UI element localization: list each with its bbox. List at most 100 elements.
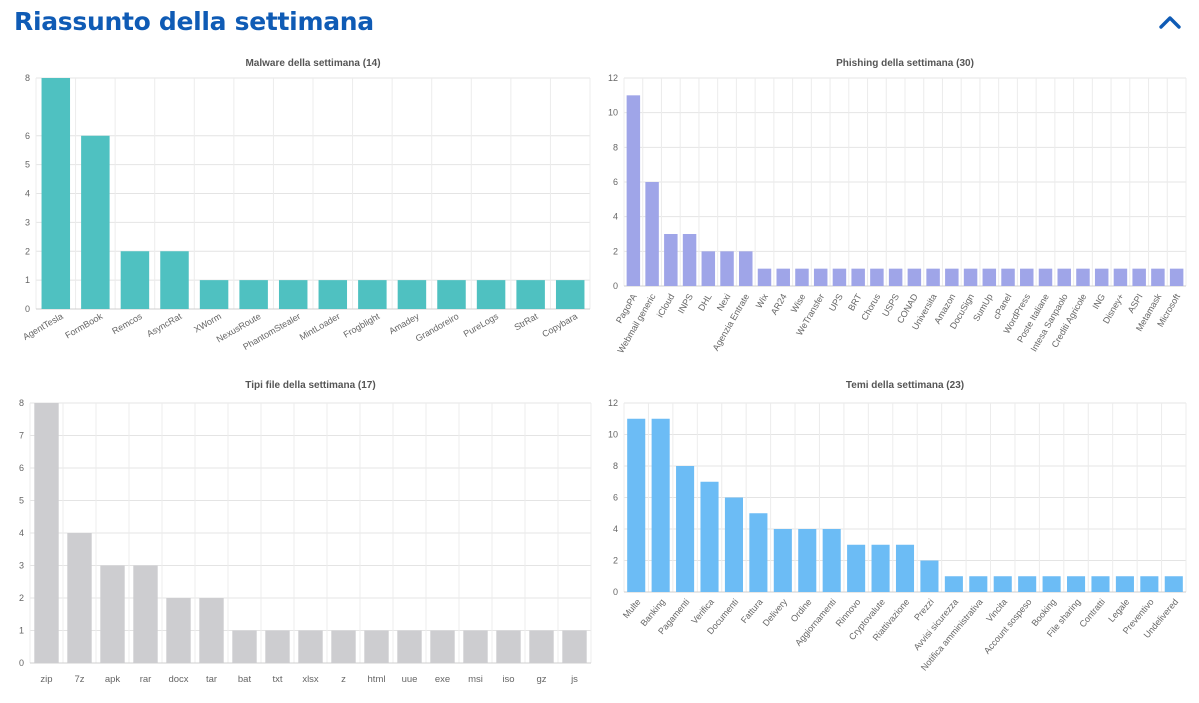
bar-filetype[interactable] <box>298 630 323 664</box>
bar-filetype[interactable] <box>463 630 488 664</box>
bar-filetype[interactable] <box>67 533 92 663</box>
bar-theme[interactable] <box>798 529 817 592</box>
x-tick-label: XWorm <box>192 311 223 335</box>
y-tick-label: 8 <box>25 73 30 83</box>
bar-filetype[interactable] <box>133 565 158 664</box>
bar-phishing[interactable] <box>1094 268 1109 286</box>
bar-theme[interactable] <box>895 544 915 592</box>
bar-phishing[interactable] <box>757 268 772 286</box>
bar-theme[interactable] <box>627 418 646 592</box>
bar-malware[interactable] <box>397 280 427 309</box>
bar-malware[interactable] <box>239 280 268 309</box>
bar-theme[interactable] <box>1091 576 1110 592</box>
bar-phishing[interactable] <box>1076 268 1090 286</box>
bar-filetype[interactable] <box>100 565 125 664</box>
bar-phishing[interactable] <box>1001 268 1015 286</box>
bar-phishing[interactable] <box>776 268 790 286</box>
bar-phishing[interactable] <box>945 268 959 286</box>
bar-theme[interactable] <box>822 529 841 592</box>
bar-theme[interactable] <box>1018 576 1037 592</box>
bar-phishing[interactable] <box>795 268 809 286</box>
bar-phishing[interactable] <box>907 268 922 286</box>
x-tick-label: 7z <box>74 674 84 685</box>
bar-theme[interactable] <box>1140 576 1159 592</box>
bar-filetype[interactable] <box>364 630 389 664</box>
bar-theme[interactable] <box>1115 576 1134 592</box>
y-tick-label: 4 <box>25 189 30 199</box>
bar-filetype[interactable] <box>397 630 422 664</box>
page-title: Riassunto della settimana <box>14 7 374 36</box>
bar-theme[interactable] <box>1164 576 1183 592</box>
collapse-button[interactable] <box>1156 8 1184 36</box>
bar-phishing[interactable] <box>1132 268 1146 286</box>
bar-theme[interactable] <box>969 576 988 592</box>
bar-phishing[interactable] <box>645 182 659 286</box>
bar-theme[interactable] <box>871 544 890 592</box>
bar-malware[interactable] <box>437 280 466 309</box>
bar-filetype[interactable] <box>232 630 257 664</box>
x-tick-label: html <box>368 674 386 685</box>
x-tick-label: tar <box>206 674 217 685</box>
x-tick-label: Remcos <box>110 311 144 336</box>
bar-theme[interactable] <box>944 576 963 592</box>
bar-phishing[interactable] <box>1020 268 1034 286</box>
bar-phishing[interactable] <box>664 234 678 286</box>
bar-theme[interactable] <box>676 466 695 592</box>
bar-filetype[interactable] <box>430 630 455 664</box>
bar-malware[interactable] <box>318 280 348 309</box>
bar-phishing[interactable] <box>813 268 828 286</box>
bar-phishing[interactable] <box>626 95 641 286</box>
bar-filetype[interactable] <box>265 630 290 664</box>
bar-theme[interactable] <box>847 544 866 592</box>
bar-filetype[interactable] <box>331 630 356 664</box>
bar-phishing[interactable] <box>982 268 997 286</box>
bar-theme[interactable] <box>1067 576 1086 592</box>
y-tick-label: 2 <box>613 246 618 256</box>
bar-theme[interactable] <box>749 513 768 592</box>
bar-theme[interactable] <box>700 481 719 592</box>
bar-phishing[interactable] <box>1113 268 1128 286</box>
bar-malware[interactable] <box>278 280 308 309</box>
themes-chart: Temi della settimana (23) 0 2 4 6 8 10 12 Multe B… <box>600 374 1199 698</box>
bar-malware[interactable] <box>41 78 71 309</box>
bar-theme[interactable] <box>724 497 743 593</box>
bar-phishing[interactable] <box>682 234 697 286</box>
bar-malware[interactable] <box>160 251 189 309</box>
bar-filetype[interactable] <box>34 403 59 663</box>
bar-phishing[interactable] <box>1038 268 1053 286</box>
malware-chart: Malware della settimana (14) 0 1 2 3 4 5 6 8 Agen… <box>0 52 600 370</box>
y-tick-label: 4 <box>613 524 618 534</box>
bar-phishing[interactable] <box>963 268 978 286</box>
bar-theme[interactable] <box>1042 576 1061 592</box>
bar-malware[interactable] <box>555 280 585 309</box>
bar-malware[interactable] <box>199 280 229 309</box>
bar-malware[interactable] <box>516 280 545 309</box>
bar-phishing[interactable] <box>1151 268 1165 286</box>
bar-malware[interactable] <box>476 280 506 309</box>
bar-phishing[interactable] <box>888 268 903 286</box>
chart-title: Phishing della settimana (30) <box>836 58 974 69</box>
bar-theme[interactable] <box>993 576 1012 592</box>
bar-phishing[interactable] <box>926 268 940 286</box>
bar-theme[interactable] <box>773 529 792 592</box>
bar-malware[interactable] <box>358 280 387 309</box>
bar-phishing[interactable] <box>1057 268 1071 286</box>
bar-phishing[interactable] <box>1169 268 1184 286</box>
bar-phishing[interactable] <box>870 268 884 286</box>
bar-phishing[interactable] <box>720 251 734 286</box>
bar-malware[interactable] <box>120 251 150 309</box>
bar-filetype[interactable] <box>562 630 587 664</box>
x-tick-label: docx <box>168 674 188 685</box>
bar-phishing[interactable] <box>739 251 753 286</box>
x-tick-label: Amadey <box>387 311 421 336</box>
bar-theme[interactable] <box>920 560 939 593</box>
bar-phishing[interactable] <box>701 251 716 286</box>
bar-theme[interactable] <box>651 418 670 592</box>
bar-filetype[interactable] <box>496 630 521 664</box>
bar-filetype[interactable] <box>166 598 191 663</box>
bar-filetype[interactable] <box>529 630 554 664</box>
bar-filetype[interactable] <box>199 598 224 663</box>
bar-phishing[interactable] <box>851 268 865 286</box>
bar-malware[interactable] <box>81 135 110 309</box>
bar-phishing[interactable] <box>832 268 847 286</box>
